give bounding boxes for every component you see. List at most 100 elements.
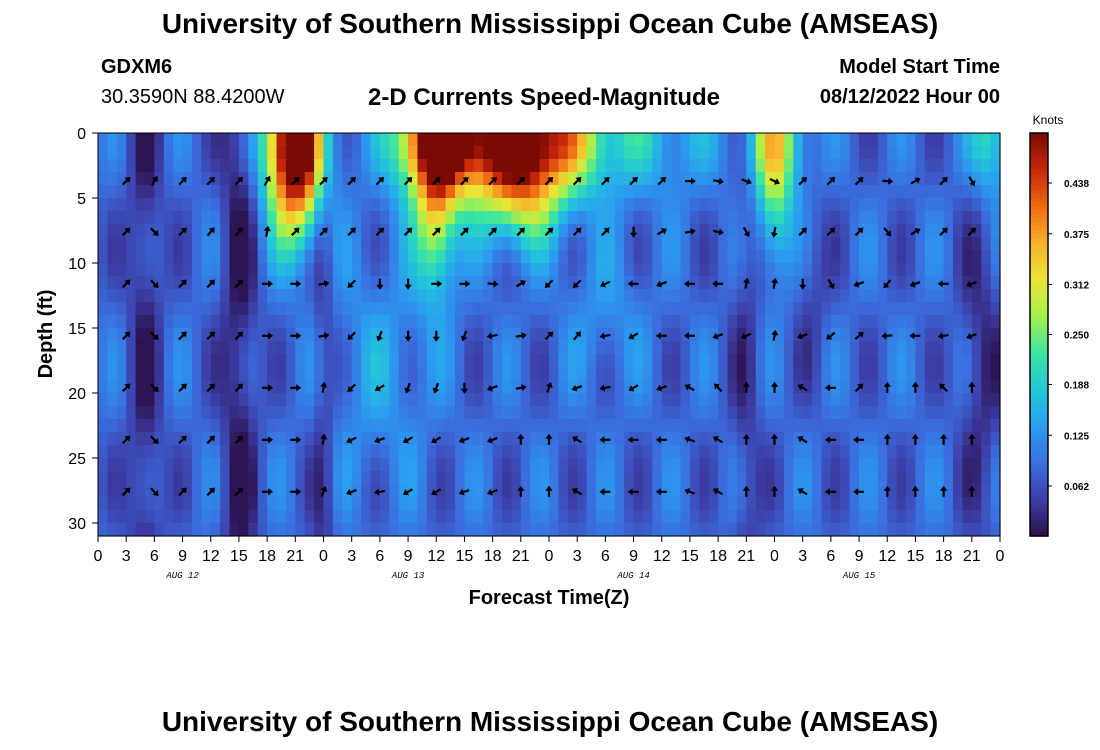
heatmap-cell [708,380,719,394]
heatmap-cell [426,224,437,238]
heatmap-cell [323,367,334,381]
current-arrow [262,280,274,288]
heatmap-cell [163,224,174,238]
heatmap-cell [971,146,982,160]
heatmap-cell [943,367,954,381]
heatmap-cell [661,289,672,303]
heatmap-cell [502,276,513,290]
heatmap-cell [821,497,832,511]
heatmap-cell [689,445,700,459]
heatmap-cell [755,133,766,147]
heatmap-cell [943,510,954,524]
heatmap-cell [812,406,823,420]
heatmap-cell [426,419,437,433]
heatmap-cell [530,406,541,420]
heatmap-cell [624,445,635,459]
heatmap-cell [417,328,428,342]
heatmap-cell [934,432,945,446]
heatmap-cell [144,445,155,459]
heatmap-cell [633,159,644,173]
heatmap-cell [746,354,757,368]
current-arrow [770,433,779,445]
heatmap-cell [154,224,165,238]
current-arrow [937,280,949,288]
heatmap-cell [163,315,174,329]
heatmap-cell [182,159,193,173]
colorbar-segment [1030,511,1048,517]
heatmap-cell [229,172,240,186]
heatmap-cell [821,211,832,225]
heatmap-cell [915,510,926,524]
current-arrow [346,436,357,444]
heatmap-cell [699,328,710,342]
heatmap-cell [398,458,409,472]
heatmap-cell [924,419,935,433]
heatmap-cell [981,211,992,225]
heatmap-cell [793,146,804,160]
heatmap-cell [849,393,860,407]
current-arrow [486,488,498,496]
heatmap-cell [821,302,832,316]
heatmap-cell [981,146,992,160]
heatmap-cell [323,172,334,186]
heatmap-cell [915,289,926,303]
heatmap-cell [332,445,343,459]
heatmap-cell [652,497,663,511]
heatmap-cell [511,250,522,264]
heatmap-cell [953,198,964,212]
heatmap-cell [295,419,306,433]
heatmap-cell [201,380,212,394]
heatmap-cell [201,224,212,238]
heatmap-cell [765,302,776,316]
heatmap-cell [530,211,541,225]
heatmap-cell [389,263,400,277]
current-arrow [234,227,243,237]
heatmap-cell [173,185,184,199]
heatmap-cell [126,237,137,251]
heatmap-cell [830,289,841,303]
heatmap-cell [342,419,353,433]
heatmap-cell [868,510,879,524]
heatmap-cell [924,198,935,212]
heatmap-cell [342,289,353,303]
heatmap-cell [887,497,898,511]
heatmap-cell [511,484,522,498]
heatmap-cell [718,302,729,316]
heatmap-cell [220,458,231,472]
heatmap-cell [417,406,428,420]
heatmap-cell [220,211,231,225]
colorbar-segment [1030,257,1048,263]
heatmap-cell [755,263,766,277]
heatmap-cell [661,172,672,186]
heatmap-cell [285,250,296,264]
heatmap-cell [802,523,813,537]
heatmap-cell [229,523,240,537]
heatmap-cell [577,185,588,199]
heatmap-cell [323,458,334,472]
heatmap-cell [765,380,776,394]
heatmap-cell [126,510,137,524]
heatmap-cell [765,354,776,368]
heatmap-cell [577,172,588,186]
heatmap-cell [624,224,635,238]
heatmap-cell [859,263,870,277]
current-arrow [234,176,244,186]
heatmap-cell [821,289,832,303]
heatmap-cell [877,354,888,368]
heatmap-cell [229,380,240,394]
heatmap-cell [238,458,249,472]
heatmap-cell [426,289,437,303]
heatmap-cell [370,185,381,199]
heatmap-cell [586,289,597,303]
heatmap-cell [257,146,268,160]
heatmap-cell [323,289,334,303]
heatmap-cell [351,510,362,524]
heatmap-cell [473,393,484,407]
heatmap-cell [210,133,221,147]
current-arrow [150,279,159,289]
heatmap-cell [417,211,428,225]
heatmap-cell [182,458,193,472]
heatmap-cell [849,198,860,212]
heatmap-cell [116,484,127,498]
